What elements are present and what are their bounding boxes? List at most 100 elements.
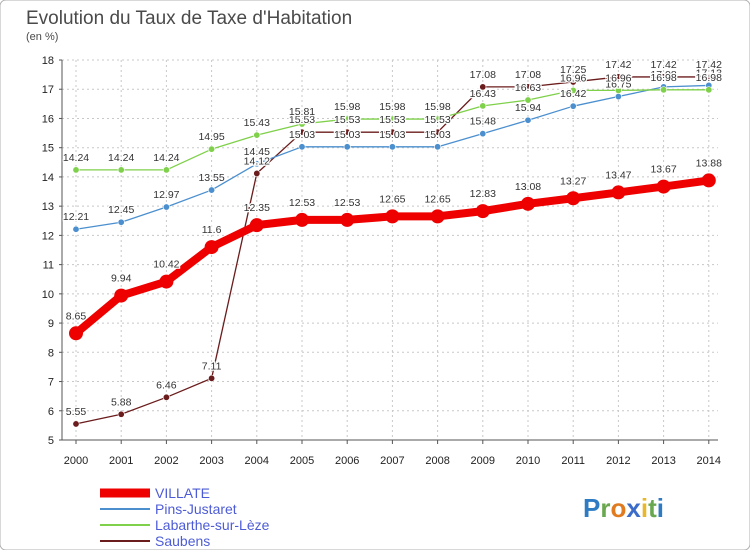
data-point-saubens [569, 78, 577, 86]
legend-label: Saubens [155, 533, 210, 549]
data-label-pins-justaret: 15.03 [379, 129, 405, 141]
y-tick-label: 10 [42, 289, 54, 301]
data-point-pins-justaret [72, 225, 80, 233]
y-tick-label: 17 [42, 84, 54, 96]
y-tick-label: 6 [48, 406, 54, 418]
data-labels-layer: 5.55 5.88 6.46 7.11 14.12 15.53 15.53 15.53 15.5… [62, 58, 724, 419]
brand-wordmark: Proxiti [583, 493, 664, 523]
data-label-pins-justaret: 17.13 [696, 67, 722, 79]
data-label-pins-justaret: 17.08 [650, 69, 676, 81]
x-tick-label: 2007 [380, 455, 404, 467]
data-label-villate: 13.08 [515, 181, 541, 193]
data-label-villate: 13.27 [560, 175, 586, 187]
brand-logo: Proxiti [583, 493, 664, 523]
data-point-villate [295, 212, 309, 227]
y-tick-label: 18 [42, 55, 54, 67]
x-tick-label: 2004 [245, 455, 269, 467]
x-tick-label: 2005 [290, 455, 314, 467]
x-tick-label: 2012 [606, 455, 630, 467]
data-point-labarthe-sur-l-ze [117, 166, 125, 174]
data-label-labarthe-sur-l-ze: 16.96 [560, 72, 586, 84]
data-point-pins-justaret [569, 102, 577, 110]
data-point-labarthe-sur-l-ze [660, 86, 668, 94]
series-villate [69, 173, 716, 341]
x-tick-label: 2002 [154, 455, 178, 467]
data-label-pins-justaret: 15.03 [334, 129, 360, 141]
axes: 5 6 7 8 9 10 11 12 13 14 15 16 17 18 2000 2001 2002 2003 2… [42, 55, 721, 467]
data-label-saubens: 5.55 [66, 406, 87, 418]
legend: VILLATEPins-JustaretLabarthe-sur-LèzeSau… [100, 485, 270, 549]
data-label-saubens: 5.88 [111, 396, 132, 408]
brand-letter: r [600, 493, 610, 523]
y-tick-label: 15 [42, 143, 54, 155]
x-tick-label: 2013 [651, 455, 675, 467]
y-tick-label: 13 [42, 201, 54, 213]
data-point-pins-justaret [524, 116, 532, 124]
legend-label: Pins-Justaret [155, 501, 237, 517]
data-point-pins-justaret [117, 218, 125, 226]
data-label-saubens: 7.11 [202, 360, 222, 372]
data-point-pins-justaret [298, 143, 306, 151]
data-label-saubens: 6.46 [156, 379, 177, 391]
x-tick-label: 2003 [199, 455, 223, 467]
data-label-saubens: 15.53 [379, 114, 405, 126]
data-label-saubens: 17.42 [650, 59, 676, 71]
y-tick-label: 8 [48, 347, 54, 359]
legend-label: VILLATE [155, 485, 210, 501]
data-label-pins-justaret: 12.97 [153, 189, 179, 201]
data-label-pins-justaret: 13.55 [198, 172, 224, 184]
data-label-pins-justaret: 15.94 [515, 102, 541, 114]
data-point-pins-justaret [343, 143, 351, 151]
data-point-labarthe-sur-l-ze [343, 115, 351, 123]
series-saubens [72, 73, 713, 428]
chart-subtitle: (en %) [26, 31, 58, 43]
x-tick-label: 2011 [561, 455, 585, 467]
data-point-labarthe-sur-l-ze [298, 120, 306, 128]
data-label-labarthe-sur-l-ze: 16.63 [515, 82, 541, 94]
data-point-villate [521, 196, 535, 211]
grid [62, 59, 718, 441]
data-point-labarthe-sur-l-ze [72, 166, 80, 174]
data-label-saubens: 17.08 [470, 69, 496, 81]
data-label-pins-justaret: 12.21 [63, 211, 89, 223]
data-point-saubens [162, 393, 170, 401]
data-point-villate [340, 212, 355, 227]
data-label-villate: 12.35 [244, 202, 270, 214]
data-label-villate: 11.6 [202, 224, 222, 236]
data-label-saubens: 14.12 [244, 155, 270, 167]
legend-label: Labarthe-sur-Lèze [155, 517, 270, 533]
data-label-saubens: 15.53 [424, 114, 450, 126]
data-point-pins-justaret [208, 186, 216, 194]
data-point-saubens [117, 410, 125, 418]
brand-letter: o [610, 493, 626, 523]
data-label-labarthe-sur-l-ze: 16.96 [605, 72, 631, 84]
x-tick-label: 2014 [697, 455, 721, 467]
data-label-pins-justaret: 14.45 [244, 146, 270, 158]
data-point-labarthe-sur-l-ze [524, 96, 532, 104]
data-point-pins-justaret [614, 93, 622, 101]
data-point-villate [430, 209, 445, 224]
data-label-villate: 12.53 [289, 197, 315, 209]
data-point-labarthe-sur-l-ze [705, 86, 713, 94]
data-label-villate: 12.53 [334, 197, 360, 209]
data-point-saubens [388, 128, 396, 136]
series-labarthe-sur-l-ze [72, 86, 713, 174]
data-label-villate: 12.65 [379, 193, 405, 205]
x-tick-label: 2006 [335, 455, 359, 467]
data-point-saubens [253, 169, 261, 177]
data-label-labarthe-sur-l-ze: 14.24 [153, 152, 179, 164]
data-label-pins-justaret: 15.48 [470, 116, 496, 128]
data-point-villate [701, 173, 716, 188]
data-label-pins-justaret: 12.45 [108, 204, 134, 216]
data-point-labarthe-sur-l-ze [434, 115, 442, 123]
data-point-saubens [298, 128, 306, 136]
data-point-villate [566, 191, 581, 206]
data-point-saubens [705, 73, 713, 81]
series-layer [69, 73, 716, 428]
data-label-pins-justaret: 16.75 [605, 79, 631, 91]
x-tick-label: 2001 [109, 455, 133, 467]
x-tick-label: 2000 [64, 455, 88, 467]
data-point-pins-justaret [388, 143, 396, 151]
